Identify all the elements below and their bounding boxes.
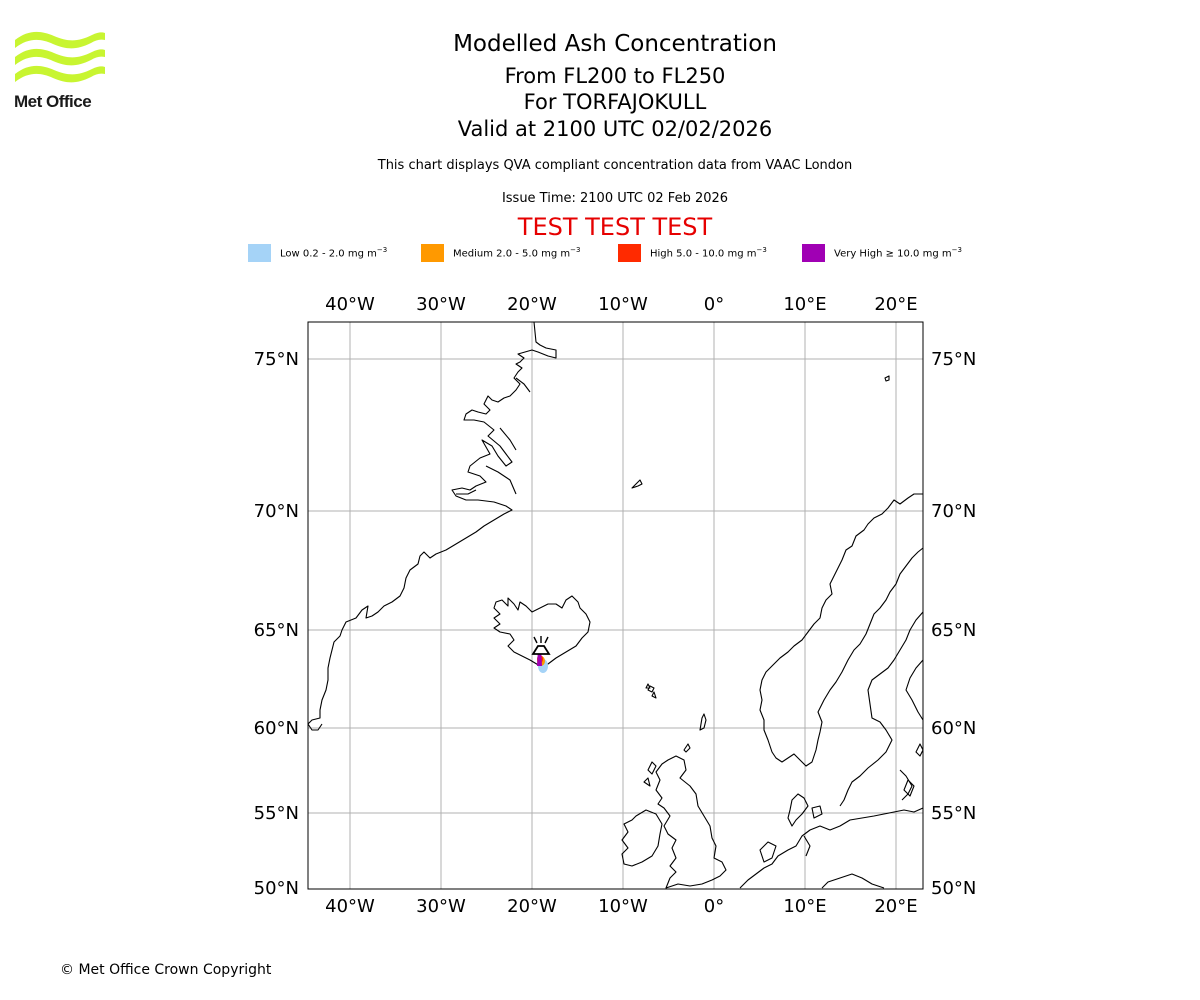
- legend-item-very-high: Very High ≥ 10.0 mg m−3: [802, 244, 962, 262]
- lat-label-left-55n: 55°N: [254, 803, 299, 824]
- lon-label-bottom-30w: 30°W: [416, 896, 466, 917]
- iceland-coast: [493, 595, 591, 667]
- legend-swatch-low: [248, 244, 271, 262]
- lon-label-bottom-10e: 10°E: [783, 896, 826, 917]
- met-office-logo: Met Office: [14, 30, 109, 112]
- lon-label-top-20e: 20°E: [874, 294, 917, 315]
- lat-label-right-65n: 65°N: [931, 620, 976, 641]
- met-office-waves-icon: [15, 31, 105, 83]
- poland-coast: [821, 873, 885, 889]
- legend-item-medium: Medium 2.0 - 5.0 mg m−3: [421, 244, 580, 262]
- concentration-legend: Low 0.2 - 2.0 mg m−3 Medium 2.0 - 5.0 mg…: [0, 244, 1200, 264]
- volcano-eruption-lines: [533, 636, 549, 644]
- lat-label-right-50n: 50°N: [931, 878, 976, 899]
- lat-label-right-75n: 75°N: [931, 349, 976, 370]
- shetland-coast: [699, 713, 707, 731]
- lon-label-top-40w: 40°W: [325, 294, 375, 315]
- lon-label-top-10e: 10°E: [783, 294, 826, 315]
- orkney-coast: [683, 743, 691, 753]
- scandinavia-coast: [759, 493, 924, 767]
- bottom-lon-labels: 40°W 30°W 20°W 10°W 0° 10°E 20°E: [325, 896, 917, 917]
- lat-label-left-50n: 50°N: [254, 878, 299, 899]
- gridlines: [308, 322, 923, 889]
- right-lat-labels: 75°N 70°N 65°N 60°N 55°N 50°N: [931, 349, 976, 899]
- chart-title: Modelled Ash Concentration: [453, 31, 777, 57]
- gotland-coast: [903, 743, 924, 797]
- logo-text: Met Office: [14, 92, 92, 111]
- test-banner: TEST TEST TEST: [517, 213, 713, 241]
- ireland-coast: [621, 809, 663, 867]
- legend-label-high: High 5.0 - 10.0 mg m−3: [650, 246, 767, 260]
- finland-coast: [905, 659, 924, 721]
- volcano-icon[interactable]: [531, 636, 551, 655]
- flight-level-range: From FL200 to FL250: [504, 64, 726, 88]
- lon-label-top-0: 0°: [704, 294, 724, 315]
- continental-europe-coast: [739, 807, 924, 889]
- lon-label-top-20w: 20°W: [507, 294, 557, 315]
- lon-label-bottom-20e: 20°E: [874, 896, 917, 917]
- lat-label-left-60n: 60°N: [254, 718, 299, 739]
- bear-island-coast: [884, 375, 890, 382]
- legend-label-low: Low 0.2 - 2.0 mg m−3: [280, 246, 388, 260]
- great-britain-coast: [655, 755, 727, 889]
- lon-label-bottom-20w: 20°W: [507, 896, 557, 917]
- legend-item-low: Low 0.2 - 2.0 mg m−3: [248, 244, 387, 262]
- low-countries-coast: [759, 841, 777, 863]
- hebrides-coast: [643, 761, 657, 787]
- lon-label-top-30w: 30°W: [416, 294, 466, 315]
- copyright-notice: © Met Office Crown Copyright: [60, 962, 272, 978]
- lon-label-top-10w: 10°W: [598, 294, 648, 315]
- valid-time: Valid at 2100 UTC 02/02/2026: [457, 117, 773, 141]
- left-lat-labels: 75°N 70°N 65°N 60°N 55°N 50°N: [254, 349, 299, 899]
- lat-label-left-75n: 75°N: [254, 349, 299, 370]
- volcano-name: For TORFAJOKULL: [523, 90, 707, 114]
- lat-label-right-55n: 55°N: [931, 803, 976, 824]
- legend-label-medium: Medium 2.0 - 5.0 mg m−3: [453, 246, 581, 260]
- legend-swatch-medium: [421, 244, 444, 262]
- coastlines: [307, 321, 924, 889]
- lon-label-bottom-0: 0°: [704, 896, 724, 917]
- issue-time: Issue Time: 2100 UTC 02 Feb 2026: [501, 191, 729, 206]
- denmark-coast: [787, 793, 823, 827]
- sweden-baltic-coast: [839, 611, 924, 807]
- compliance-note: This chart displays QVA compliant concen…: [377, 158, 853, 173]
- volcano-cone: [531, 645, 551, 655]
- greenland-coast: [307, 321, 557, 731]
- top-lon-labels: 40°W 30°W 20°W 10°W 0° 10°E 20°E: [325, 294, 917, 315]
- lat-label-left-65n: 65°N: [254, 620, 299, 641]
- legend-item-high: High 5.0 - 10.0 mg m−3: [618, 244, 767, 262]
- lat-label-right-60n: 60°N: [931, 718, 976, 739]
- legend-swatch-high: [618, 244, 641, 262]
- legend-label-very-high: Very High ≥ 10.0 mg m−3: [834, 246, 962, 260]
- lon-label-bottom-10w: 10°W: [598, 896, 648, 917]
- lon-label-bottom-40w: 40°W: [325, 896, 375, 917]
- lat-label-right-70n: 70°N: [931, 501, 976, 522]
- faroe-coast: [645, 683, 657, 699]
- legend-swatch-very-high: [802, 244, 825, 262]
- greenland-fjord-1: [456, 377, 531, 495]
- map-frame: [307, 321, 924, 890]
- lat-label-left-70n: 70°N: [254, 501, 299, 522]
- jan-mayen-coast: [631, 479, 643, 489]
